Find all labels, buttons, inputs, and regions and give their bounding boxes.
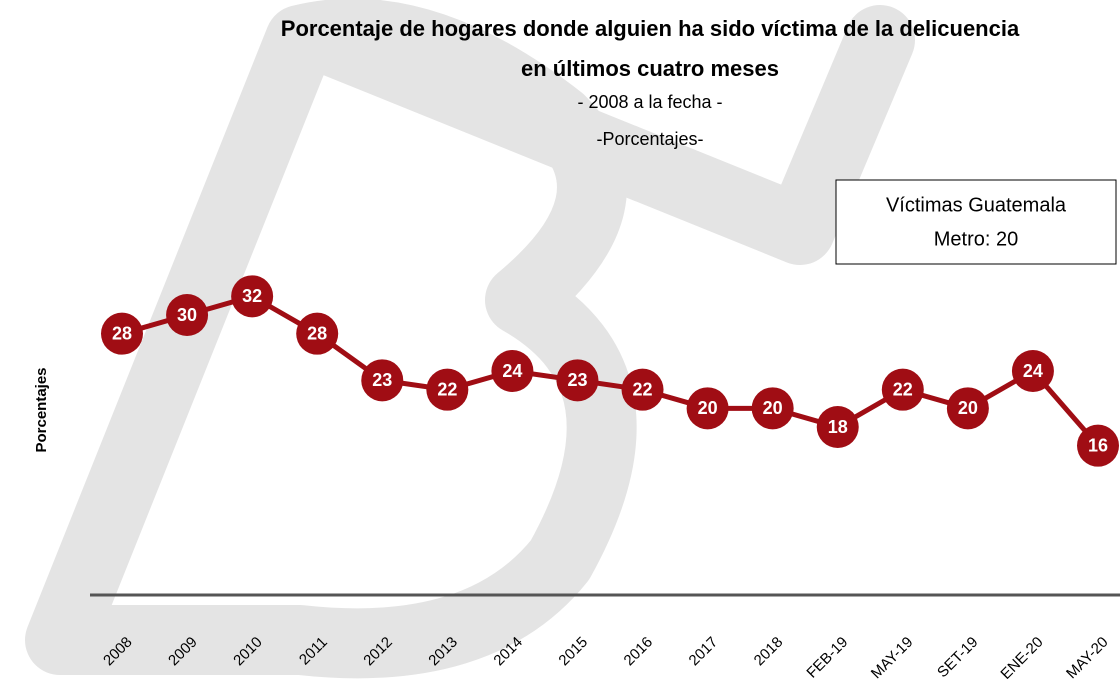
marker (426, 368, 469, 411)
x-tick-label: MAY-19 (868, 634, 917, 679)
data-label: 22 (633, 379, 653, 399)
watermark (25, 0, 915, 679)
marker (556, 359, 599, 402)
y-axis-label: Porcentajes (33, 367, 50, 452)
data-label: 28 (112, 323, 132, 343)
data-label: 28 (307, 323, 327, 343)
data-label: 18 (828, 417, 848, 437)
x-tick-label: 2017 (686, 634, 722, 670)
data-label: 16 (1088, 435, 1108, 455)
marker (1077, 424, 1119, 467)
marker (361, 359, 404, 402)
x-tick-label: FEB-19 (803, 634, 851, 679)
marker (166, 294, 209, 336)
data-label: 30 (177, 305, 197, 325)
data-label: 22 (893, 379, 913, 399)
x-tick-label: 2016 (621, 634, 657, 670)
annotation-box (835, 179, 1117, 265)
marker (1011, 350, 1054, 392)
marker (231, 275, 274, 318)
data-label: 24 (502, 361, 522, 381)
data-label: 20 (763, 398, 783, 418)
chart-title: Porcentaje de hogares donde alguien ha s… (281, 16, 1020, 41)
x-tick-label: 2015 (555, 634, 591, 670)
data-label: 22 (437, 379, 457, 399)
marker (621, 368, 664, 411)
data-label: 20 (958, 398, 978, 418)
chart-subtitle: -Porcentajes- (596, 129, 703, 149)
annotation: Metro: 20 (934, 228, 1018, 250)
data-label: 20 (698, 398, 718, 418)
marker (686, 387, 729, 430)
data-label: 24 (1023, 361, 1043, 381)
data-label: 32 (242, 286, 262, 306)
chart-subtitle: - 2008 a la fecha - (577, 92, 722, 112)
chart-title: en últimos cuatro meses (521, 56, 779, 81)
data-label: 23 (372, 370, 392, 390)
line (121, 293, 1100, 448)
marker (101, 312, 143, 355)
marker (946, 387, 989, 430)
marker (816, 406, 859, 448)
marker (296, 312, 339, 355)
marker (491, 350, 534, 392)
watermark-shape (295, 5, 915, 265)
x-tick-label: ENE-20 (997, 634, 1046, 679)
x-tick-label: 2018 (751, 634, 787, 670)
x-tick-label: SET-19 (934, 634, 981, 679)
marker (881, 368, 924, 411)
data-label: 23 (567, 370, 587, 390)
annotation: Víctimas Guatemala (886, 194, 1067, 216)
x-tick-label: MAY-20 (1063, 634, 1112, 679)
marker (751, 387, 794, 430)
